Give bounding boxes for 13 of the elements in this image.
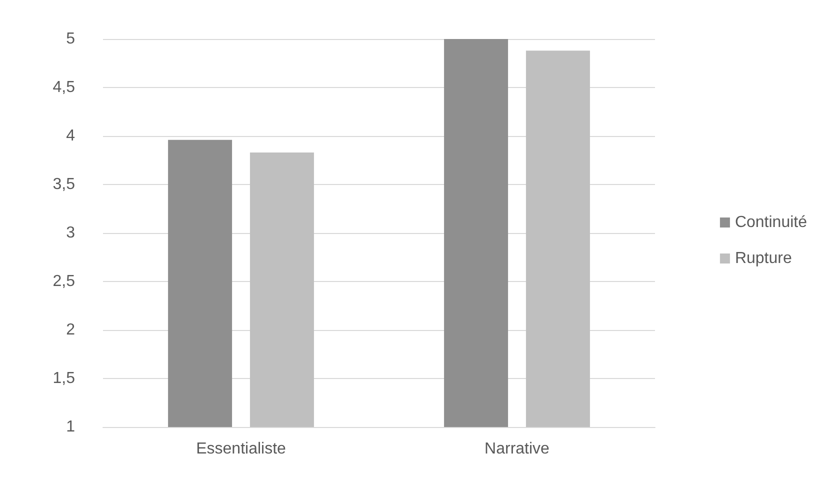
legend-label: Continuité bbox=[734, 214, 808, 231]
y-tick-label: 4,5 bbox=[52, 79, 76, 96]
y-tick-label: 2,5 bbox=[52, 273, 76, 290]
y-tick-label: 4 bbox=[66, 128, 76, 144]
y-tick-label: 3,5 bbox=[52, 176, 76, 193]
y-tick-label: 1 bbox=[66, 418, 76, 436]
x-tick-label: Narrative bbox=[484, 440, 550, 458]
y-tick-label: 2 bbox=[66, 322, 76, 338]
y-tick-label: 3 bbox=[66, 224, 76, 242]
legend-label: Rupture bbox=[734, 250, 792, 267]
y-tick-label: 5 bbox=[66, 30, 76, 48]
y-tick-label: 1,5 bbox=[52, 370, 76, 387]
x-tick-label: Essentialiste bbox=[196, 440, 286, 458]
